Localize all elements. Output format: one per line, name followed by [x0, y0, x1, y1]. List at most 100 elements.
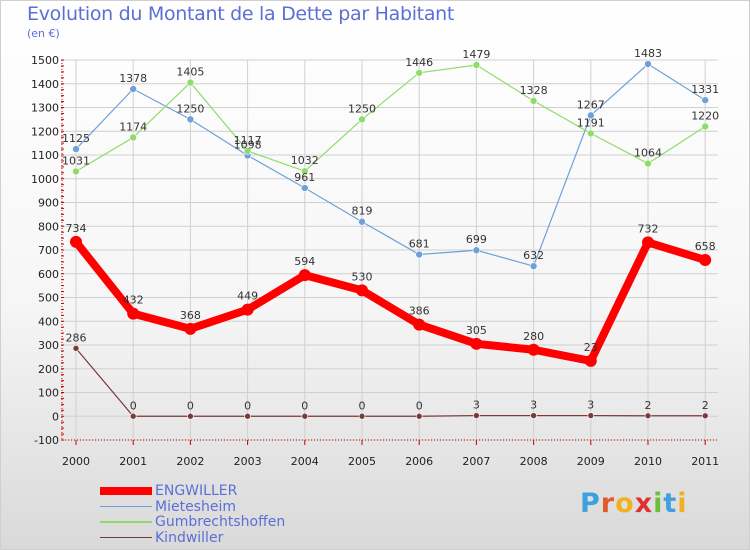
- point-kindwiller: [129, 412, 137, 420]
- proxiti-logo: Proxiti: [580, 488, 688, 519]
- y-tick-label: 1000: [31, 173, 59, 186]
- data-label-kindwiller: 3: [587, 399, 594, 412]
- point-kindwiller: [473, 412, 480, 419]
- point-engwiller: [241, 303, 254, 316]
- point-mietesheim: [586, 111, 595, 120]
- point-gumbrechtshoffen: [129, 133, 137, 142]
- y-tick-label: 200: [38, 363, 59, 376]
- x-tick-label: 2002: [176, 455, 204, 468]
- point-mietesheim: [72, 145, 80, 153]
- logo-letter: r: [600, 488, 616, 519]
- x-tick-label: 2003: [234, 455, 262, 468]
- point-engwiller: [642, 236, 654, 249]
- x-tick-label: 2007: [462, 455, 490, 468]
- x-tick-label: 2009: [577, 455, 605, 468]
- legend-label: Mietesheim: [155, 498, 236, 515]
- chart-title: Evolution du Montant de la Dette par Hab…: [27, 3, 455, 25]
- data-label-kindwiller: 0: [244, 399, 251, 412]
- data-label-gumbrechtshoffen: 1220: [691, 110, 719, 123]
- data-label-engwiller: 449: [237, 290, 258, 303]
- data-label-mietesheim: 632: [523, 249, 544, 262]
- data-label-gumbrechtshoffen: 1479: [462, 48, 490, 61]
- data-labels: 1125 1378 1250 1098 961 819 681 699 632 1267 1483 1…: [62, 47, 719, 412]
- point-gumbrechtshoffen: [472, 61, 481, 69]
- logo-letter: o: [615, 488, 635, 519]
- y-tick-label: 1500: [31, 54, 59, 67]
- data-label-kindwiller: 0: [301, 399, 308, 412]
- data-label-mietesheim: 1125: [62, 132, 90, 145]
- point-kindwiller: [587, 412, 595, 419]
- data-label-kindwiller: 2: [645, 399, 652, 412]
- point-kindwiller: [415, 412, 423, 420]
- data-label-kindwiller: 0: [130, 399, 137, 412]
- y-tick-label: 300: [38, 339, 59, 352]
- data-label-kindwiller: 3: [530, 399, 537, 412]
- logo-letter: i: [677, 488, 688, 519]
- y-tick-label: 1400: [31, 78, 59, 91]
- x-tick-label: 2010: [634, 455, 662, 468]
- data-label-engwiller: 305: [466, 324, 487, 337]
- data-label-mietesheim: 1098: [234, 138, 262, 151]
- point-kindwiller: [187, 412, 194, 420]
- y-tick-label: 800: [38, 220, 59, 233]
- legend-label: Gumbrechtshoffen: [155, 514, 286, 530]
- data-label-engwiller: 594: [294, 255, 315, 268]
- x-tick-label: 2001: [119, 455, 147, 468]
- point-gumbrechtshoffen: [586, 129, 595, 138]
- point-engwiller: [584, 354, 597, 367]
- point-engwiller: [527, 343, 540, 356]
- legend-item-mietesheim: Mietesheim: [100, 498, 360, 516]
- point-mietesheim: [644, 60, 652, 68]
- point-engwiller: [298, 269, 311, 282]
- point-mietesheim: [415, 250, 424, 259]
- x-tick-label: 2004: [291, 455, 319, 468]
- point-kindwiller: [244, 412, 251, 420]
- x-tick-label: 2011: [691, 455, 719, 468]
- data-label-gumbrechtshoffen: 1328: [520, 84, 548, 97]
- data-label-gumbrechtshoffen: 1446: [405, 56, 433, 69]
- data-label-engwiller: 368: [180, 309, 201, 322]
- data-label-engwiller: 658: [695, 240, 716, 253]
- data-label-gumbrechtshoffen: 1174: [119, 120, 147, 133]
- data-label-mietesheim: 1267: [577, 98, 605, 111]
- x-tick-label: 2006: [405, 455, 433, 468]
- data-label-engwiller: 734: [66, 222, 87, 235]
- data-label-kindwiller: 286: [66, 331, 87, 344]
- point-gumbrechtshoffen: [72, 167, 80, 176]
- data-label-mietesheim: 961: [294, 171, 315, 184]
- legend: ENGWILLER Mietesheim Gumbrechtshoffen Kindw…: [100, 484, 360, 546]
- point-engwiller: [356, 284, 368, 297]
- data-label-gumbrechtshoffen: 1064: [634, 147, 662, 160]
- logo-letter: i: [653, 488, 664, 519]
- legend-swatch: [100, 487, 152, 495]
- point-kindwiller: [530, 412, 537, 419]
- point-engwiller: [470, 337, 483, 350]
- y-tick-label: 1300: [31, 102, 59, 115]
- point-gumbrechtshoffen: [243, 147, 252, 155]
- y-tick-label: 1200: [31, 125, 59, 138]
- data-label-engwiller: 280: [523, 330, 544, 343]
- logo-letter: x: [634, 488, 654, 519]
- data-label-kindwiller: 0: [359, 399, 366, 412]
- legend-label: Kindwiller: [155, 529, 224, 546]
- point-engwiller: [184, 322, 197, 335]
- series-lines: [70, 60, 712, 420]
- point-mietesheim: [358, 217, 366, 226]
- data-label-mietesheim: 1378: [119, 72, 147, 85]
- data-label-gumbrechtshoffen: 1191: [577, 116, 605, 129]
- y-tick-label: 500: [38, 292, 59, 305]
- data-label-mietesheim: 1250: [176, 102, 204, 115]
- point-kindwiller: [358, 412, 366, 420]
- point-mietesheim: [129, 85, 137, 93]
- data-label-mietesheim: 819: [352, 205, 373, 218]
- logo-letter: t: [663, 488, 678, 519]
- point-gumbrechtshoffen: [415, 69, 424, 77]
- y-tick-label: -100: [34, 434, 59, 447]
- series-line-engwiller: [72, 237, 710, 365]
- point-engwiller: [127, 307, 140, 320]
- data-label-gumbrechtshoffen: 1250: [348, 102, 376, 115]
- legend-swatch: [100, 536, 152, 539]
- point-kindwiller: [644, 412, 652, 420]
- data-label-gumbrechtshoffen: 1117: [234, 134, 262, 147]
